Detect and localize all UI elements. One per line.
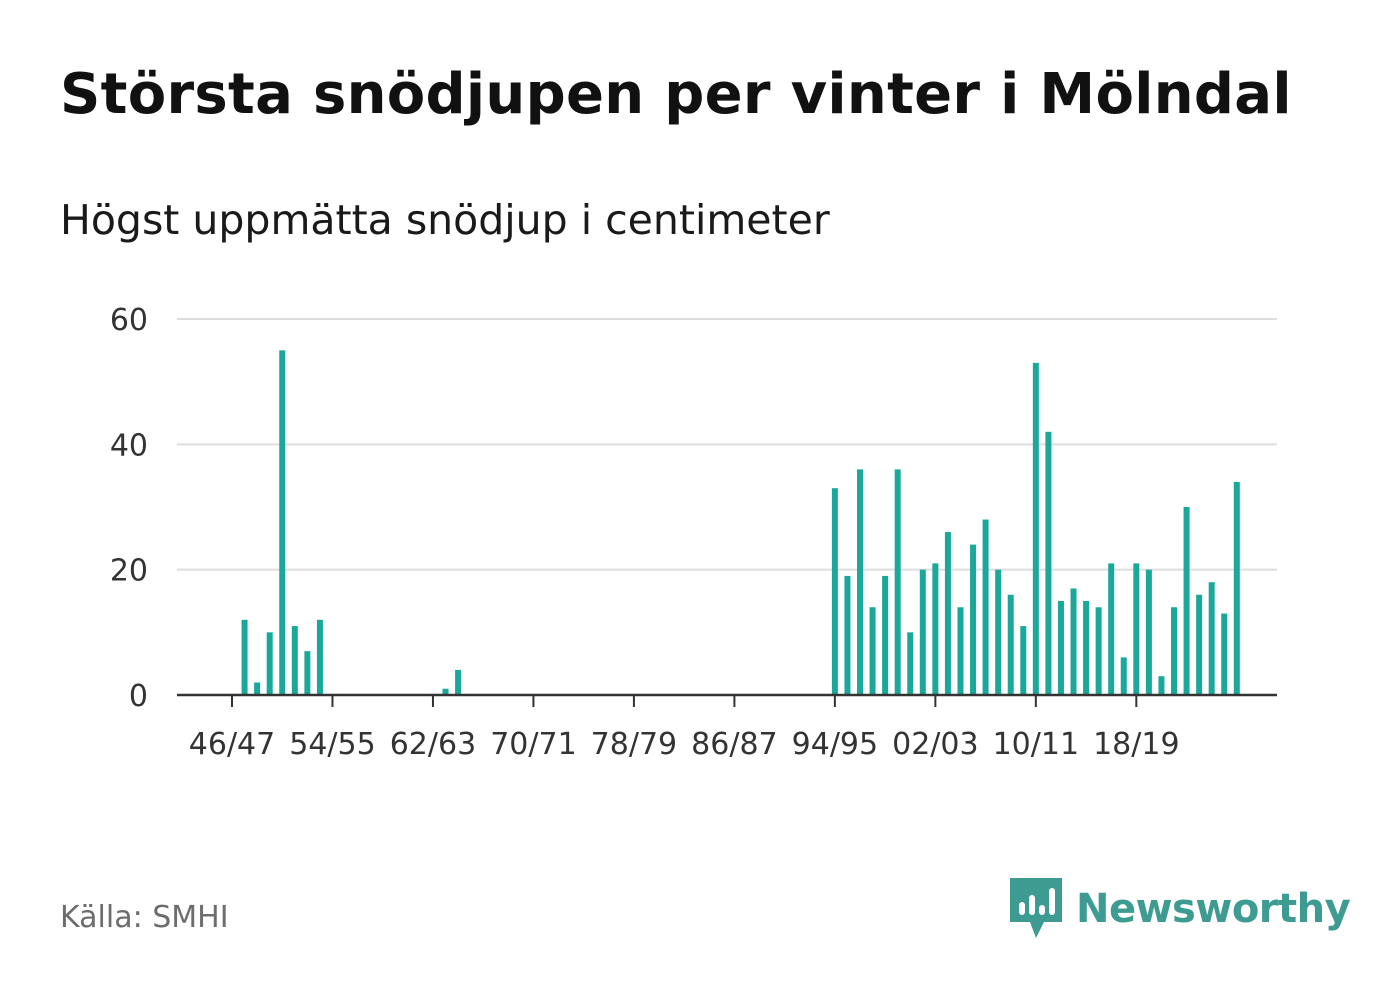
y-tick-label: 40: [110, 428, 148, 463]
bar: [857, 469, 863, 695]
newsworthy-logo-text: Newsworthy: [1076, 886, 1351, 932]
bar: [1196, 594, 1203, 695]
bar: [316, 619, 323, 695]
x-tick-label: 10/11: [993, 727, 1079, 762]
x-tick-label: 86/87: [691, 727, 777, 762]
source-note: Källa: SMHI: [60, 900, 229, 935]
bar: [932, 563, 939, 695]
bar: [957, 607, 964, 695]
bar: [844, 575, 851, 695]
bar: [1208, 582, 1215, 695]
bar: [1158, 676, 1165, 695]
bar: [455, 669, 462, 695]
bar: [1221, 613, 1228, 695]
bar: [1007, 594, 1014, 695]
x-tick-label: 78/79: [591, 727, 677, 762]
chart-title: Största snödjupen per vinter i Mölndal: [60, 62, 1292, 127]
bar: [831, 488, 838, 695]
bar: [1032, 362, 1039, 695]
bar: [1133, 563, 1140, 695]
x-tick-label: 70/71: [490, 727, 576, 762]
gridlines: [177, 318, 1277, 571]
bar: [894, 469, 901, 695]
bar: [1183, 507, 1190, 695]
x-tick-label: 02/03: [892, 727, 978, 762]
bar: [995, 569, 1002, 695]
bar: [442, 688, 449, 695]
bar: [279, 350, 286, 695]
bar: [304, 651, 311, 695]
bar: [254, 682, 261, 695]
y-tick-label: 60: [110, 303, 148, 338]
x-tick-label: 54/55: [289, 727, 375, 762]
y-axis-ticks: 0 20 40 60: [110, 303, 148, 714]
newsworthy-logo-icon: [1010, 878, 1062, 938]
x-axis-ticks: 46/47 54/55 62/63 70/71 78/79 86/87 94/95 02/03…: [189, 695, 1180, 762]
bar: [266, 632, 273, 695]
bar: [291, 626, 298, 695]
bar: [1233, 481, 1240, 695]
bar: [970, 544, 977, 695]
bar: [1108, 563, 1115, 695]
x-tick-label: 46/47: [189, 727, 275, 762]
bar: [1095, 607, 1102, 695]
y-tick-label: 20: [110, 554, 148, 589]
bar: [944, 532, 951, 695]
bar: [1171, 607, 1177, 695]
bar: [1120, 657, 1127, 695]
bar: [1070, 588, 1077, 695]
bars: [241, 350, 1240, 695]
bar: [907, 632, 914, 695]
bar: [1057, 601, 1064, 695]
bar: [869, 607, 876, 695]
bar: [241, 619, 248, 695]
newsworthy-logo[interactable]: Newsworthy: [1010, 878, 1351, 940]
bar: [919, 569, 926, 695]
bar: [982, 519, 989, 695]
chart-subtitle: Högst uppmätta snödjup i centimeter: [60, 196, 830, 244]
x-tick-label: 94/95: [792, 727, 878, 762]
x-tick-label: 62/63: [390, 727, 476, 762]
bar: [1083, 601, 1090, 695]
bar: [882, 575, 889, 695]
bar: [1145, 569, 1152, 695]
y-tick-label: 0: [129, 679, 148, 714]
bar: [1045, 431, 1052, 695]
bar: [1020, 626, 1027, 695]
x-tick-label: 18/19: [1093, 727, 1179, 762]
